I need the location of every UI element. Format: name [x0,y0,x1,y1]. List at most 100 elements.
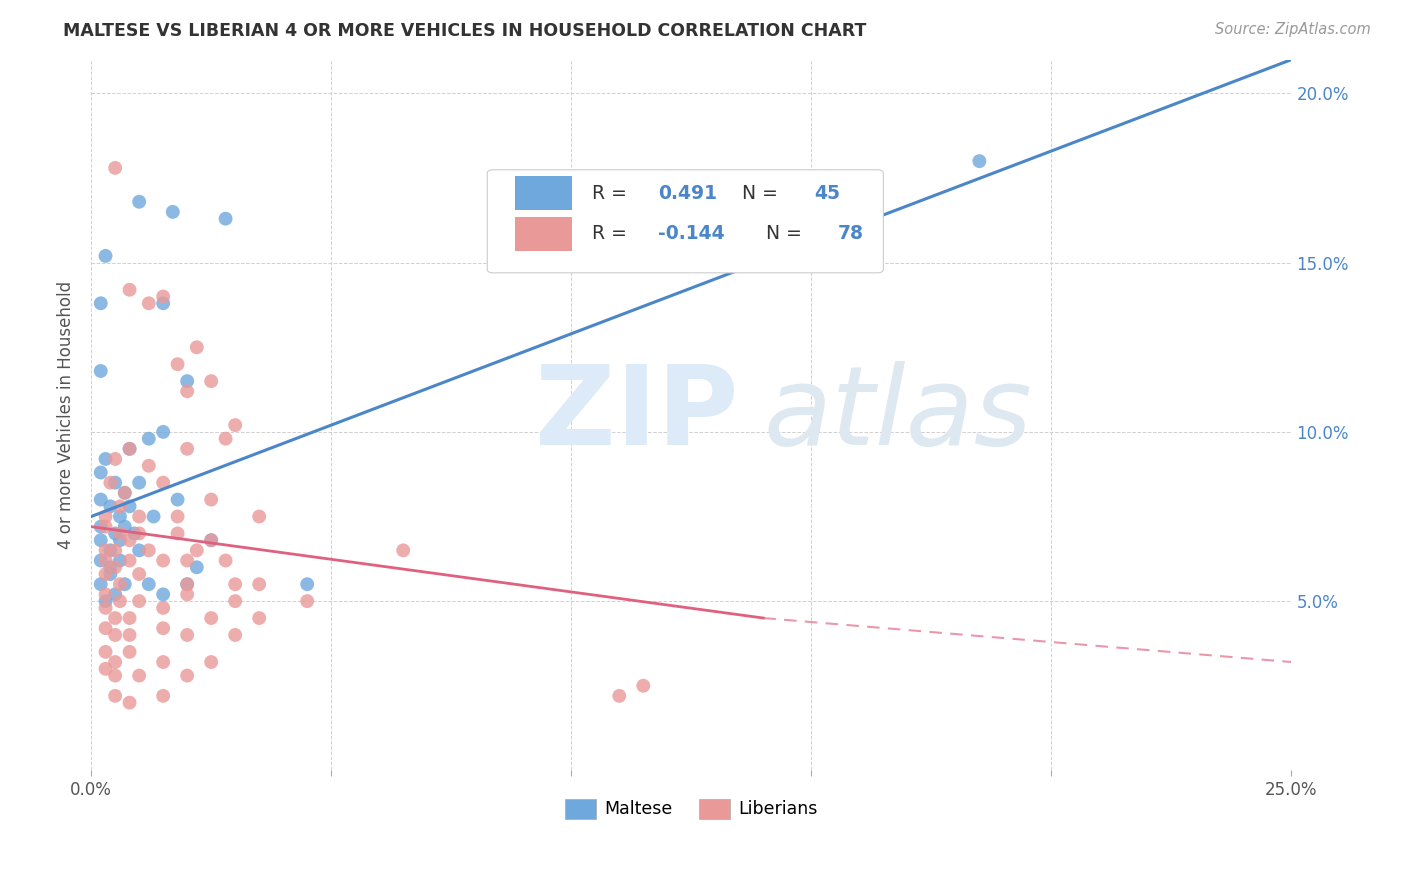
Point [166,509,188,524]
Point [607,689,630,703]
Point [118,442,141,456]
Point [200,611,222,625]
Point [104,611,127,625]
Point [104,655,127,669]
Point [104,668,127,682]
Point [128,543,150,558]
Point [247,577,270,591]
Point [90,577,112,591]
Point [200,374,222,388]
Point [104,161,127,175]
Point [118,696,141,710]
Text: R =: R = [592,224,633,244]
Point [128,567,150,582]
Point [90,492,112,507]
Point [94,553,117,567]
Point [166,357,188,371]
Point [224,577,246,591]
Point [98,475,121,490]
Point [94,662,117,676]
Point [176,442,198,456]
Point [176,553,198,567]
Point [152,621,174,635]
Point [108,526,131,541]
Point [128,668,150,682]
Point [104,689,127,703]
Point [118,628,141,642]
Point [94,543,117,558]
Point [94,452,117,467]
Point [90,533,112,548]
Point [114,577,136,591]
Point [152,475,174,490]
Point [94,519,117,533]
Point [104,560,127,574]
Point [98,500,121,514]
Point [138,432,160,446]
Point [176,374,198,388]
Point [152,553,174,567]
Point [152,655,174,669]
Point [295,594,318,608]
Point [138,577,160,591]
Point [94,249,117,263]
Point [392,543,415,558]
Point [176,628,198,642]
Point [118,553,141,567]
Point [108,509,131,524]
Point [176,384,198,399]
Point [98,543,121,558]
Text: MALTESE VS LIBERIAN 4 OR MORE VEHICLES IN HOUSEHOLD CORRELATION CHART: MALTESE VS LIBERIAN 4 OR MORE VEHICLES I… [63,22,866,40]
Text: N =: N = [730,184,783,202]
Text: 78: 78 [838,224,863,244]
Point [166,492,188,507]
Point [104,587,127,601]
Point [247,509,270,524]
Point [108,594,131,608]
Point [152,289,174,303]
Point [114,485,136,500]
Point [128,475,150,490]
Point [94,600,117,615]
Point [224,628,246,642]
Point [90,519,112,533]
Point [176,668,198,682]
Text: 0.491: 0.491 [658,184,717,202]
Text: Source: ZipAtlas.com: Source: ZipAtlas.com [1215,22,1371,37]
Point [214,432,236,446]
Point [176,577,198,591]
Point [186,543,208,558]
Point [108,553,131,567]
FancyBboxPatch shape [515,176,572,211]
Point [104,526,127,541]
Point [152,587,174,601]
Point [108,500,131,514]
Text: ZIP: ZIP [536,361,738,468]
FancyBboxPatch shape [488,169,883,273]
Point [200,533,222,548]
Point [118,283,141,297]
Text: atlas: atlas [763,361,1032,468]
Point [104,543,127,558]
Point [94,621,117,635]
Point [90,364,112,378]
Point [214,553,236,567]
Point [152,689,174,703]
Point [200,655,222,669]
Point [166,526,188,541]
Point [186,340,208,354]
Text: R =: R = [592,184,633,202]
Point [200,492,222,507]
Point [200,533,222,548]
Point [138,296,160,310]
Point [114,519,136,533]
Point [152,296,174,310]
Point [90,296,112,310]
Point [90,553,112,567]
Point [118,645,141,659]
Y-axis label: 4 or more Vehicles in Household: 4 or more Vehicles in Household [58,281,75,549]
Point [224,418,246,433]
Point [94,567,117,582]
Point [98,567,121,582]
Point [176,577,198,591]
